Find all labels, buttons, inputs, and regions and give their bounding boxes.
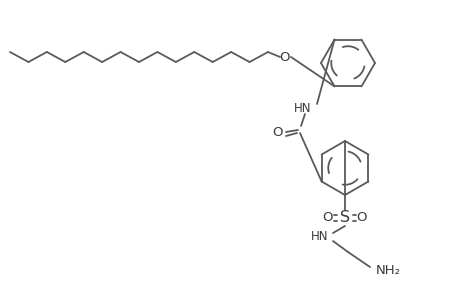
Text: HN: HN bbox=[311, 230, 328, 244]
Text: S: S bbox=[339, 211, 349, 226]
Text: O: O bbox=[272, 127, 283, 140]
Text: O: O bbox=[322, 212, 332, 224]
Text: O: O bbox=[279, 50, 290, 64]
Text: NH₂: NH₂ bbox=[375, 265, 400, 278]
Text: HN: HN bbox=[294, 101, 311, 115]
Text: O: O bbox=[356, 212, 366, 224]
